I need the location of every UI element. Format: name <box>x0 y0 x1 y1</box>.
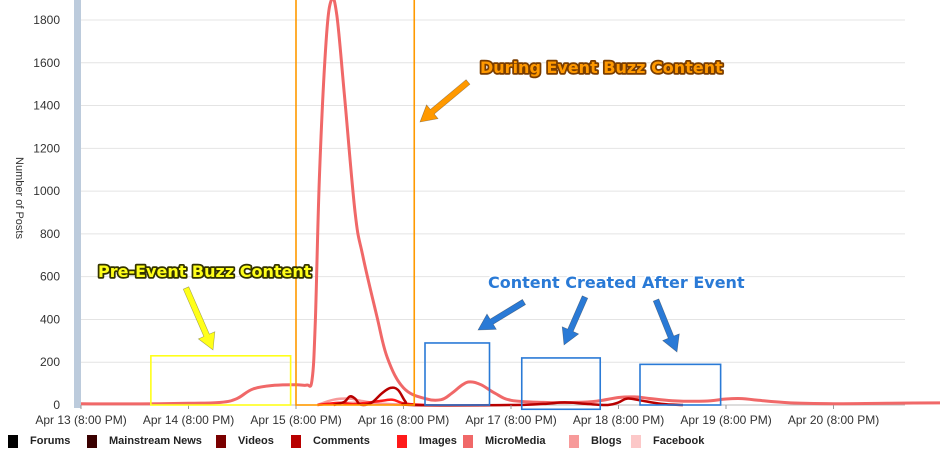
legend-swatch <box>397 434 407 448</box>
legend-label: Forums <box>30 435 71 447</box>
x-tick-label: Apr 18 (8:00 PM) <box>573 413 664 427</box>
annotation-label: Pre-Event Buzz Content <box>98 262 312 281</box>
legend-item-videos[interactable]: Videos <box>216 433 274 449</box>
y-tick-label: 800 <box>40 227 60 241</box>
y-tick-label: 200 <box>40 355 60 369</box>
annotation-box <box>424 342 491 406</box>
y-axis-label: Number of Posts <box>13 157 25 239</box>
legend-label: Videos <box>238 435 274 447</box>
legend-swatch <box>216 434 226 448</box>
annotation-arrows <box>182 79 680 353</box>
x-tick-label: Apr 13 (8:00 PM) <box>35 413 126 427</box>
grid <box>81 19 905 406</box>
arrow-pre-event-shape <box>182 286 216 351</box>
series-line-micromedia <box>80 0 940 406</box>
legend-swatch <box>8 434 18 448</box>
legend-swatch <box>87 434 97 448</box>
legend-item-blogs[interactable]: Blogs <box>569 433 622 449</box>
y-tick-label: 1400 <box>33 99 60 113</box>
annotation-labels: During Event Buzz Content Pre-Event Buzz … <box>96 56 746 294</box>
y-tick-label: 1600 <box>33 56 60 70</box>
y-tick-label: 400 <box>40 312 60 326</box>
annotation-box <box>150 355 292 406</box>
legend-swatch <box>569 434 579 448</box>
legend-item-micromedia[interactable]: MicroMedia <box>463 433 546 449</box>
legend-label: MicroMedia <box>485 435 546 447</box>
y-tick-label: 0 <box>53 398 60 412</box>
annotation-box <box>639 363 722 406</box>
x-tick-labels: Apr 13 (8:00 PM) Apr 14 (8:00 PM) Apr 15 (… <box>35 405 879 427</box>
legend-label: Images <box>419 435 457 447</box>
annotation-box <box>520 357 602 411</box>
arrow-after-event-1-shape <box>477 299 526 331</box>
arrow-after-event-2 <box>561 295 589 346</box>
arrow-after-event-2-shape <box>561 295 589 346</box>
arrow-after-event-1 <box>477 299 526 331</box>
arrow-during-event <box>419 79 471 123</box>
y-tick-label: 1200 <box>33 141 60 155</box>
legend-item-images[interactable]: Images <box>397 433 457 449</box>
x-tick-label: Apr 14 (8:00 PM) <box>143 413 234 427</box>
x-tick-label: Apr 20 (8:00 PM) <box>788 413 879 427</box>
arrow-during-event-shape <box>419 79 471 123</box>
legend-swatch <box>463 434 473 448</box>
x-tick-label: Apr 16 (8:00 PM) <box>358 413 449 427</box>
legend-label: Comments <box>313 435 370 447</box>
legend-item-facebook[interactable]: Facebook <box>631 433 704 449</box>
y-tick-label: 1000 <box>33 184 60 198</box>
arrow-after-event-3-shape <box>652 298 680 353</box>
legend-label: Facebook <box>653 435 705 447</box>
annotation-boxes <box>150 0 722 411</box>
arrow-after-event-3 <box>652 298 680 353</box>
annotation-label: Content Created After Event <box>488 273 745 292</box>
y-tick-label: 1800 <box>33 13 60 27</box>
x-tick-label: Apr 17 (8:00 PM) <box>465 413 556 427</box>
legend-swatch <box>291 434 301 448</box>
legend-label: Blogs <box>591 435 622 447</box>
y-tick-label: 600 <box>40 270 60 284</box>
x-tick-label: Apr 15 (8:00 PM) <box>250 413 341 427</box>
legend-label: Mainstream News <box>109 435 202 447</box>
legend-item-forums[interactable]: Forums <box>8 433 70 449</box>
legend-item-comments[interactable]: Comments <box>291 433 370 449</box>
arrow-pre-event <box>182 286 216 351</box>
y-axis-band <box>74 0 81 408</box>
y-tick-labels: 0 200 400 600 800 1000 1200 1400 1600 1800 <box>33 13 60 412</box>
annotation-box <box>295 0 416 406</box>
legend: Forums Mainstream News Videos Comments Image… <box>8 433 908 451</box>
annotation-label: During Event Buzz Content <box>480 58 723 77</box>
legend-item-mainstream-news[interactable]: Mainstream News <box>87 433 202 449</box>
legend-swatch <box>631 434 641 448</box>
x-tick-label: Apr 19 (8:00 PM) <box>680 413 771 427</box>
